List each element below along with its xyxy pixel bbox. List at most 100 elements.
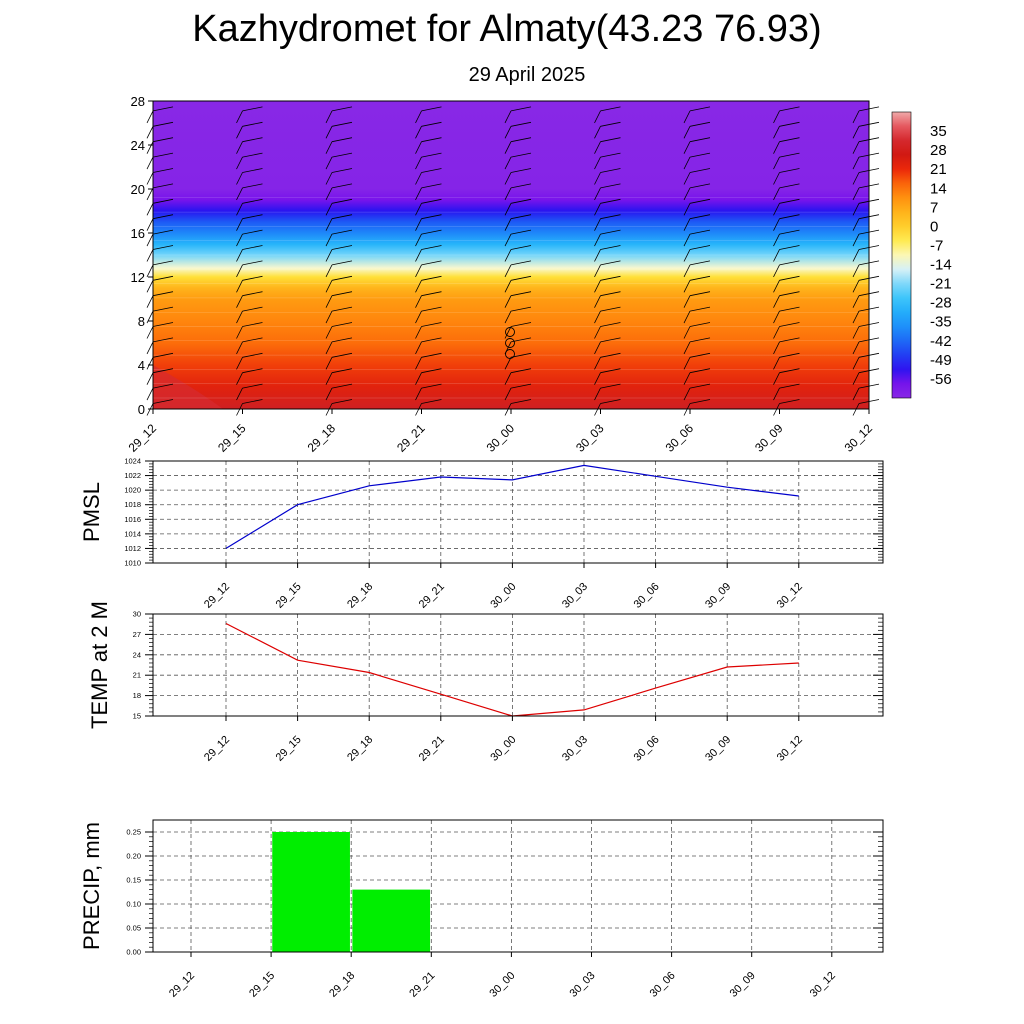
x-tick-label: 29_12 — [126, 421, 160, 455]
wind-barb-staff — [504, 172, 512, 185]
wind-barb-flag — [510, 291, 532, 297]
wind-barb-flag — [510, 275, 532, 281]
wind-barb-staff — [594, 233, 601, 247]
y-tick-label: 1024 — [124, 457, 141, 466]
y-tick-label: 20 — [131, 182, 145, 197]
wind-barb-staff — [773, 218, 780, 231]
wind-barb-flag — [510, 198, 532, 204]
y-tick-label: 0.05 — [126, 924, 141, 933]
wind-barb-staff — [146, 264, 154, 278]
wind-barb-flag — [779, 214, 800, 220]
wind-barb-flag — [779, 368, 800, 374]
x-tick-label: 29_12 — [202, 734, 232, 764]
wind-barb-flag — [331, 106, 353, 112]
y-tick-label: 1014 — [124, 529, 141, 538]
wind-barb-staff — [236, 141, 243, 154]
wind-barb-staff — [146, 110, 154, 124]
wind-barb-flag — [152, 337, 174, 343]
wind-barb-staff — [325, 295, 333, 308]
wind-barb-staff — [415, 172, 422, 185]
wind-barb-flag — [689, 152, 711, 158]
wind-barb-staff — [146, 172, 154, 185]
wind-barb-staff — [683, 233, 691, 247]
y-tick-label: 1018 — [124, 500, 141, 509]
wind-barb-flag — [510, 183, 532, 189]
wind-barb-staff — [236, 341, 243, 355]
wind-barb-flag — [779, 275, 800, 281]
wind-barb-staff — [773, 280, 780, 293]
wind-barb-staff — [852, 126, 860, 139]
x-tick-label: 29_15 — [215, 421, 249, 455]
wind-barb-staff — [325, 249, 333, 262]
wind-barb-staff — [325, 141, 333, 154]
wind-barb-flag — [510, 106, 532, 112]
wind-barb-staff — [415, 203, 422, 216]
wind-barb-flag — [779, 229, 800, 235]
wind-barb-flag — [600, 383, 621, 389]
y-tick-label: 0 — [138, 402, 145, 417]
calm-wind-marker — [505, 327, 515, 337]
colorbar-label: -42 — [930, 333, 952, 350]
wind-barb-flag — [152, 198, 174, 204]
wind-barb-staff — [146, 141, 154, 154]
wind-barb-flag — [689, 260, 711, 266]
wind-barb-staff — [146, 187, 154, 201]
wind-barb-staff — [773, 110, 780, 124]
wind-barb-flag — [689, 291, 711, 297]
wind-barb-staff — [594, 372, 601, 385]
y-tick-label: 24 — [133, 650, 141, 659]
x-tick-label: 29_21 — [394, 421, 428, 455]
wind-barb-flag — [242, 399, 263, 404]
wind-barb-staff — [852, 295, 860, 308]
wind-barb-flag — [152, 383, 174, 389]
wind-barb-staff — [683, 110, 691, 124]
wind-barb-staff — [773, 203, 780, 216]
wind-barb-flag — [689, 337, 711, 343]
panel-frame — [152, 460, 884, 564]
x-tick-label: 30_06 — [663, 421, 697, 455]
x-tick-label: 30_00 — [487, 970, 517, 1000]
wind-barb-flag — [421, 137, 442, 143]
heatmap-warm-core — [153, 365, 223, 409]
chart-subtitle: 29 April 2025 — [468, 64, 586, 86]
x-tick-label: 30_03 — [568, 970, 598, 1000]
x-tick-label: 30_06 — [632, 581, 662, 611]
wind-barb-staff — [236, 326, 243, 339]
wind-barb-flag — [689, 198, 711, 204]
wind-barb-staff — [852, 172, 860, 185]
wind-barb-flag — [152, 137, 174, 143]
wind-barb-flag — [242, 214, 263, 220]
wind-barb-staff — [504, 156, 512, 170]
wind-barb-staff — [504, 372, 512, 385]
calm-wind-marker — [505, 349, 515, 359]
colorbar-label: -21 — [930, 276, 952, 293]
wind-barb-staff — [852, 141, 860, 154]
wind-barb-flag — [331, 137, 353, 143]
wind-barb-flag — [600, 352, 621, 358]
wind-barb-flag — [152, 399, 174, 404]
wind-barb-staff — [773, 249, 780, 262]
wind-barb-flag — [152, 322, 174, 327]
wind-barb-flag — [331, 368, 353, 374]
wind-barb-staff — [325, 357, 333, 370]
y-tick-label: 0.10 — [126, 900, 141, 909]
colorbar-label: -7 — [930, 237, 943, 254]
colorbar-label: -28 — [930, 295, 952, 312]
x-tick-label: 29_18 — [345, 734, 375, 764]
wind-barb-staff — [852, 372, 860, 385]
wind-barb-staff — [146, 372, 154, 385]
wind-barb-staff — [325, 156, 333, 170]
wind-barb-flag — [779, 245, 800, 250]
wind-barb-flag — [510, 322, 532, 327]
wind-barb-staff — [504, 357, 512, 370]
wind-barb-flag — [421, 306, 442, 312]
wind-barb-flag — [510, 260, 532, 266]
wind-barb-flag — [421, 352, 442, 358]
wind-barb-flag — [152, 229, 174, 235]
calm-wind-marker — [505, 338, 515, 348]
wind-barb-flag — [689, 399, 711, 404]
wind-barb-staff — [415, 387, 422, 401]
wind-barb-staff — [594, 310, 601, 324]
wind-barb-staff — [325, 341, 333, 355]
wind-barb-staff — [236, 156, 243, 170]
